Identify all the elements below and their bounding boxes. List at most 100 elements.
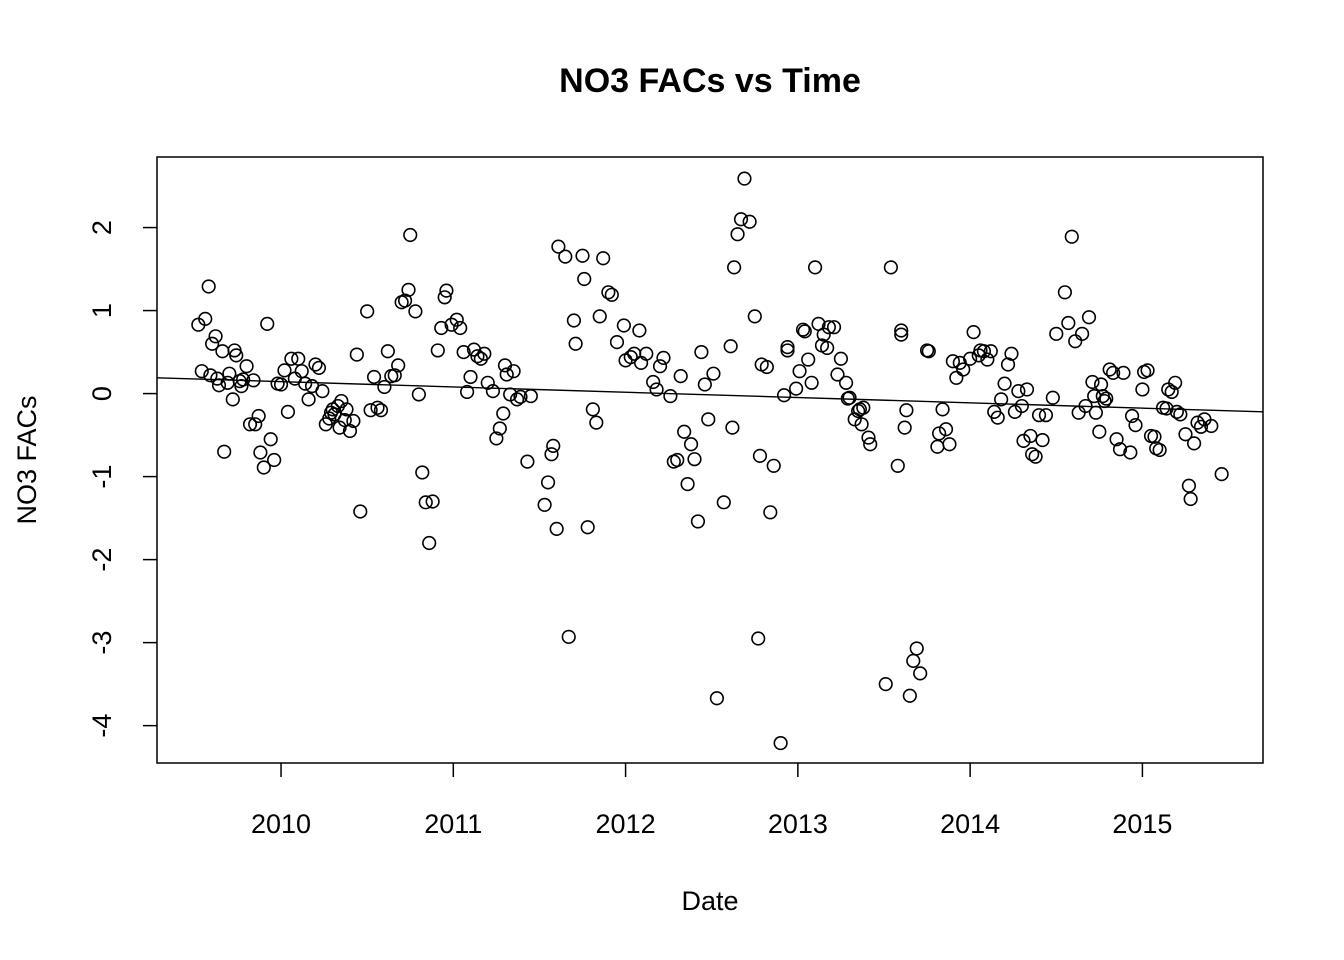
- data-point: [1099, 391, 1114, 406]
- data-point: [863, 437, 878, 452]
- data-point: [346, 413, 361, 429]
- data-point: [485, 383, 501, 399]
- data-point: [596, 251, 611, 266]
- data-point: [408, 304, 423, 319]
- data-point: [730, 227, 745, 242]
- data-point: [544, 447, 559, 462]
- data-point: [453, 320, 468, 336]
- x-tick-label: 2010: [251, 809, 311, 839]
- data-point: [444, 317, 459, 332]
- data-point: [773, 735, 788, 751]
- data-point: [821, 320, 836, 335]
- data-point: [294, 364, 309, 379]
- data-point: [639, 346, 654, 361]
- data-point: [470, 349, 485, 364]
- data-point: [833, 351, 849, 366]
- data-point: [807, 260, 823, 275]
- data-point: [632, 323, 647, 338]
- data-point: [566, 313, 582, 328]
- data-point: [894, 323, 909, 338]
- x-tick-label: 2014: [940, 809, 1000, 839]
- data-point: [577, 271, 592, 287]
- data-point: [425, 494, 440, 509]
- data-point: [1011, 383, 1026, 399]
- data-point: [945, 354, 961, 369]
- data-point: [723, 339, 738, 354]
- data-point: [1109, 432, 1124, 447]
- data-point: [489, 431, 504, 446]
- data-point: [601, 285, 616, 300]
- data-point: [1183, 491, 1198, 507]
- data-point: [766, 458, 781, 473]
- data-point: [1014, 398, 1029, 414]
- data-point: [733, 212, 749, 227]
- data-point: [575, 248, 590, 263]
- data-point: [673, 369, 688, 384]
- x-axis-label: Date: [681, 886, 738, 916]
- data-point: [759, 359, 774, 375]
- data-point: [370, 400, 385, 415]
- data-point: [897, 420, 912, 435]
- data-point: [277, 363, 292, 378]
- data-point: [580, 520, 595, 535]
- data-point: [776, 388, 792, 403]
- data-point: [1140, 363, 1155, 378]
- data-point: [1061, 315, 1076, 331]
- data-point: [1106, 365, 1121, 380]
- data-point: [883, 260, 898, 275]
- data-point: [861, 430, 876, 445]
- data-point: [1068, 334, 1083, 349]
- data-point: [683, 437, 699, 452]
- data-point: [411, 387, 426, 402]
- data-point: [609, 335, 625, 350]
- data-point: [253, 445, 268, 460]
- data-point: [1093, 377, 1109, 392]
- data-point: [820, 340, 835, 356]
- data-point: [780, 343, 795, 358]
- data-point: [1038, 408, 1054, 423]
- data-point: [391, 358, 406, 373]
- data-point: [894, 327, 909, 342]
- chart-title: NO3 FACs vs Time: [559, 62, 861, 100]
- data-point: [360, 304, 375, 319]
- data-point: [930, 439, 945, 454]
- data-point: [401, 282, 416, 297]
- data-point: [373, 403, 389, 418]
- data-point: [854, 417, 869, 432]
- y-tick-label: -3: [87, 631, 117, 655]
- data-point: [966, 325, 981, 340]
- data-point: [415, 465, 430, 480]
- data-point: [1081, 310, 1097, 325]
- data-point: [797, 324, 812, 339]
- data-point: [551, 239, 566, 254]
- data-point: [956, 362, 971, 377]
- data-point: [899, 403, 914, 418]
- data-point: [687, 452, 702, 467]
- data-point: [225, 392, 240, 407]
- data-point: [561, 629, 576, 644]
- data-point: [1135, 382, 1150, 397]
- y-tick-label: 2: [87, 220, 117, 235]
- data-point: [540, 475, 556, 490]
- data-point: [315, 383, 330, 399]
- data-point: [248, 417, 263, 432]
- data-point: [680, 476, 695, 492]
- data-point: [1190, 415, 1205, 430]
- data-point: [211, 378, 227, 393]
- data-point: [994, 392, 1009, 407]
- data-point: [792, 364, 807, 379]
- data-point: [1112, 442, 1128, 457]
- data-point: [980, 352, 995, 367]
- data-point: [949, 370, 964, 385]
- data-point: [558, 249, 573, 264]
- x-tick-label: 2012: [596, 809, 656, 839]
- data-point: [932, 426, 947, 441]
- data-point: [983, 344, 998, 359]
- data-point: [795, 322, 811, 337]
- data-point: [403, 227, 418, 243]
- data-point: [838, 375, 854, 390]
- data-point: [499, 367, 514, 382]
- data-point: [604, 287, 619, 302]
